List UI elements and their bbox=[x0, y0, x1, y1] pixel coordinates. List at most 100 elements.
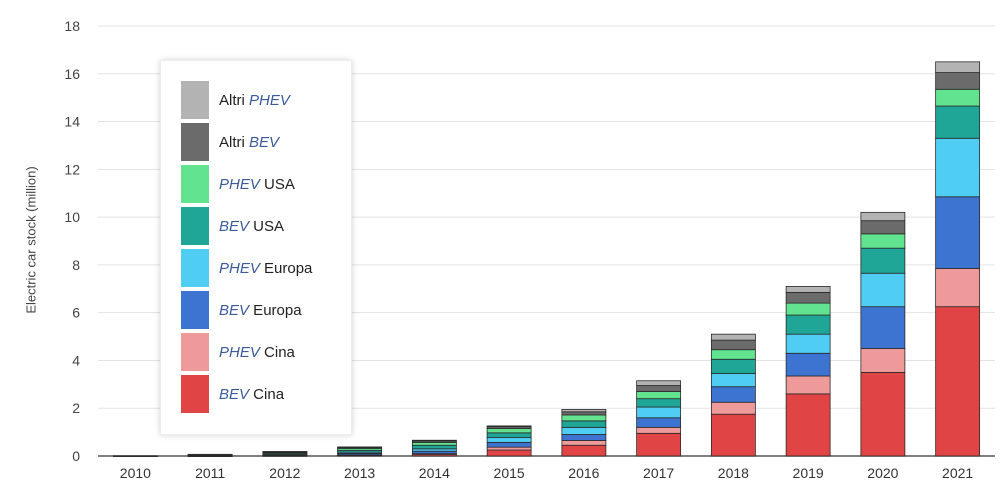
legend-swatch bbox=[181, 123, 209, 161]
legend-swatch bbox=[181, 249, 209, 287]
bar-segment bbox=[785, 393, 831, 457]
bar-segment bbox=[561, 426, 607, 435]
x-tick-label: 2011 bbox=[195, 465, 225, 481]
bar-segment bbox=[486, 449, 532, 457]
legend-label-kind: PHEV bbox=[219, 259, 260, 277]
legend-item: PHEV Cina bbox=[181, 333, 295, 371]
y-axis-label: Electric car stock (million) bbox=[23, 166, 39, 314]
bar-segment bbox=[411, 439, 457, 442]
legend-label-suffix: Europa bbox=[259, 259, 313, 277]
legend-label-kind: BEV bbox=[219, 301, 250, 319]
legend-label-prefix: Altri bbox=[219, 91, 249, 109]
bar-segment bbox=[710, 413, 756, 457]
y-tick-label: 14 bbox=[64, 114, 80, 130]
legend-label-suffix: Cina bbox=[249, 385, 285, 403]
bar-segment bbox=[636, 426, 682, 434]
y-tick-label: 2 bbox=[72, 400, 80, 416]
bar-segment bbox=[486, 425, 532, 428]
y-tick-label: 10 bbox=[64, 209, 80, 225]
bar-segment bbox=[860, 306, 906, 349]
bar-segment bbox=[710, 386, 756, 403]
legend-item: PHEV Europa bbox=[181, 249, 312, 287]
bar-segment bbox=[561, 444, 607, 457]
bar-segment bbox=[710, 358, 756, 374]
bar-segment bbox=[785, 352, 831, 377]
bar-segment bbox=[636, 417, 682, 428]
bar-segment bbox=[636, 406, 682, 419]
bar-segment bbox=[710, 401, 756, 415]
y-tick-label: 18 bbox=[64, 18, 80, 34]
bar-segment bbox=[337, 446, 383, 449]
bar-segment bbox=[935, 196, 981, 269]
bar-segment bbox=[860, 272, 906, 308]
legend-swatch bbox=[181, 207, 209, 245]
bar-segment bbox=[636, 398, 682, 408]
bar-segment bbox=[935, 306, 981, 457]
legend-swatch bbox=[181, 291, 209, 329]
x-tick-label: 2020 bbox=[867, 465, 898, 481]
y-tick-label: 4 bbox=[72, 352, 80, 368]
bar-segment bbox=[785, 291, 831, 304]
legend-label-suffix: USA bbox=[259, 175, 295, 193]
bar-segment bbox=[785, 302, 831, 316]
legend-label-kind: BEV bbox=[219, 217, 250, 235]
bar-segment bbox=[636, 380, 682, 386]
bar-segment bbox=[486, 441, 532, 448]
bar-segment bbox=[935, 268, 981, 308]
bar-segment bbox=[411, 441, 457, 446]
bar-segment bbox=[486, 432, 532, 439]
legend-swatch bbox=[181, 165, 209, 203]
y-tick-label: 0 bbox=[72, 448, 80, 464]
legend-label-prefix: Altri bbox=[219, 133, 249, 151]
bar-segment bbox=[561, 414, 607, 422]
legend-label-kind: BEV bbox=[219, 385, 250, 403]
bar-segment bbox=[112, 455, 158, 457]
bar-segment bbox=[486, 437, 532, 443]
legend-label-kind: PHEV bbox=[249, 91, 290, 109]
bar-segment bbox=[935, 137, 981, 198]
bar-segment bbox=[860, 247, 906, 274]
bar-segment bbox=[860, 220, 906, 235]
legend-swatch bbox=[181, 81, 209, 119]
bar-segment bbox=[935, 61, 981, 73]
legend-label-suffix: Europa bbox=[249, 301, 302, 319]
bar-segment bbox=[486, 446, 532, 451]
bar-segment bbox=[561, 420, 607, 428]
bar-segment bbox=[860, 233, 906, 249]
bar-segment bbox=[561, 409, 607, 413]
bar-segment bbox=[860, 371, 906, 457]
bar-segment bbox=[710, 333, 756, 341]
bar-segment bbox=[710, 373, 756, 388]
y-tick-label: 8 bbox=[72, 257, 80, 273]
bar-segment bbox=[710, 349, 756, 360]
bar-segment bbox=[636, 385, 682, 392]
bar-segment bbox=[935, 72, 981, 90]
legend-item: BEV Europa bbox=[181, 291, 302, 329]
legend-label-kind: PHEV bbox=[219, 343, 260, 361]
bar-segment bbox=[561, 411, 607, 416]
bar-segment bbox=[935, 105, 981, 139]
legend-item: Altri PHEV bbox=[181, 81, 290, 119]
bar-segment bbox=[561, 434, 607, 441]
x-tick-label: 2019 bbox=[793, 465, 824, 481]
legend-label-kind: BEV bbox=[249, 133, 280, 151]
bar-segment bbox=[935, 88, 981, 107]
legend-label-suffix: Cina bbox=[259, 343, 295, 361]
legend-item: Altri BEV bbox=[181, 123, 279, 161]
legend-item: PHEV USA bbox=[181, 165, 295, 203]
bar-segment bbox=[860, 348, 906, 373]
legend-item: BEV Cina bbox=[181, 375, 284, 413]
bar-segment bbox=[785, 285, 831, 293]
legend-swatch bbox=[181, 333, 209, 371]
bar-segment bbox=[187, 453, 233, 456]
bar-segment bbox=[636, 391, 682, 400]
x-tick-label: 2012 bbox=[269, 465, 300, 481]
x-tick-label: 2017 bbox=[643, 465, 674, 481]
x-tick-label: 2013 bbox=[344, 465, 375, 481]
legend: Altri PHEV Altri BEV PHEV USA BEV USA PH… bbox=[160, 60, 352, 435]
bar-segment bbox=[860, 211, 906, 222]
x-tick-label: 2014 bbox=[419, 465, 450, 481]
bar-segment bbox=[785, 375, 831, 395]
legend-label-suffix: USA bbox=[249, 217, 285, 235]
